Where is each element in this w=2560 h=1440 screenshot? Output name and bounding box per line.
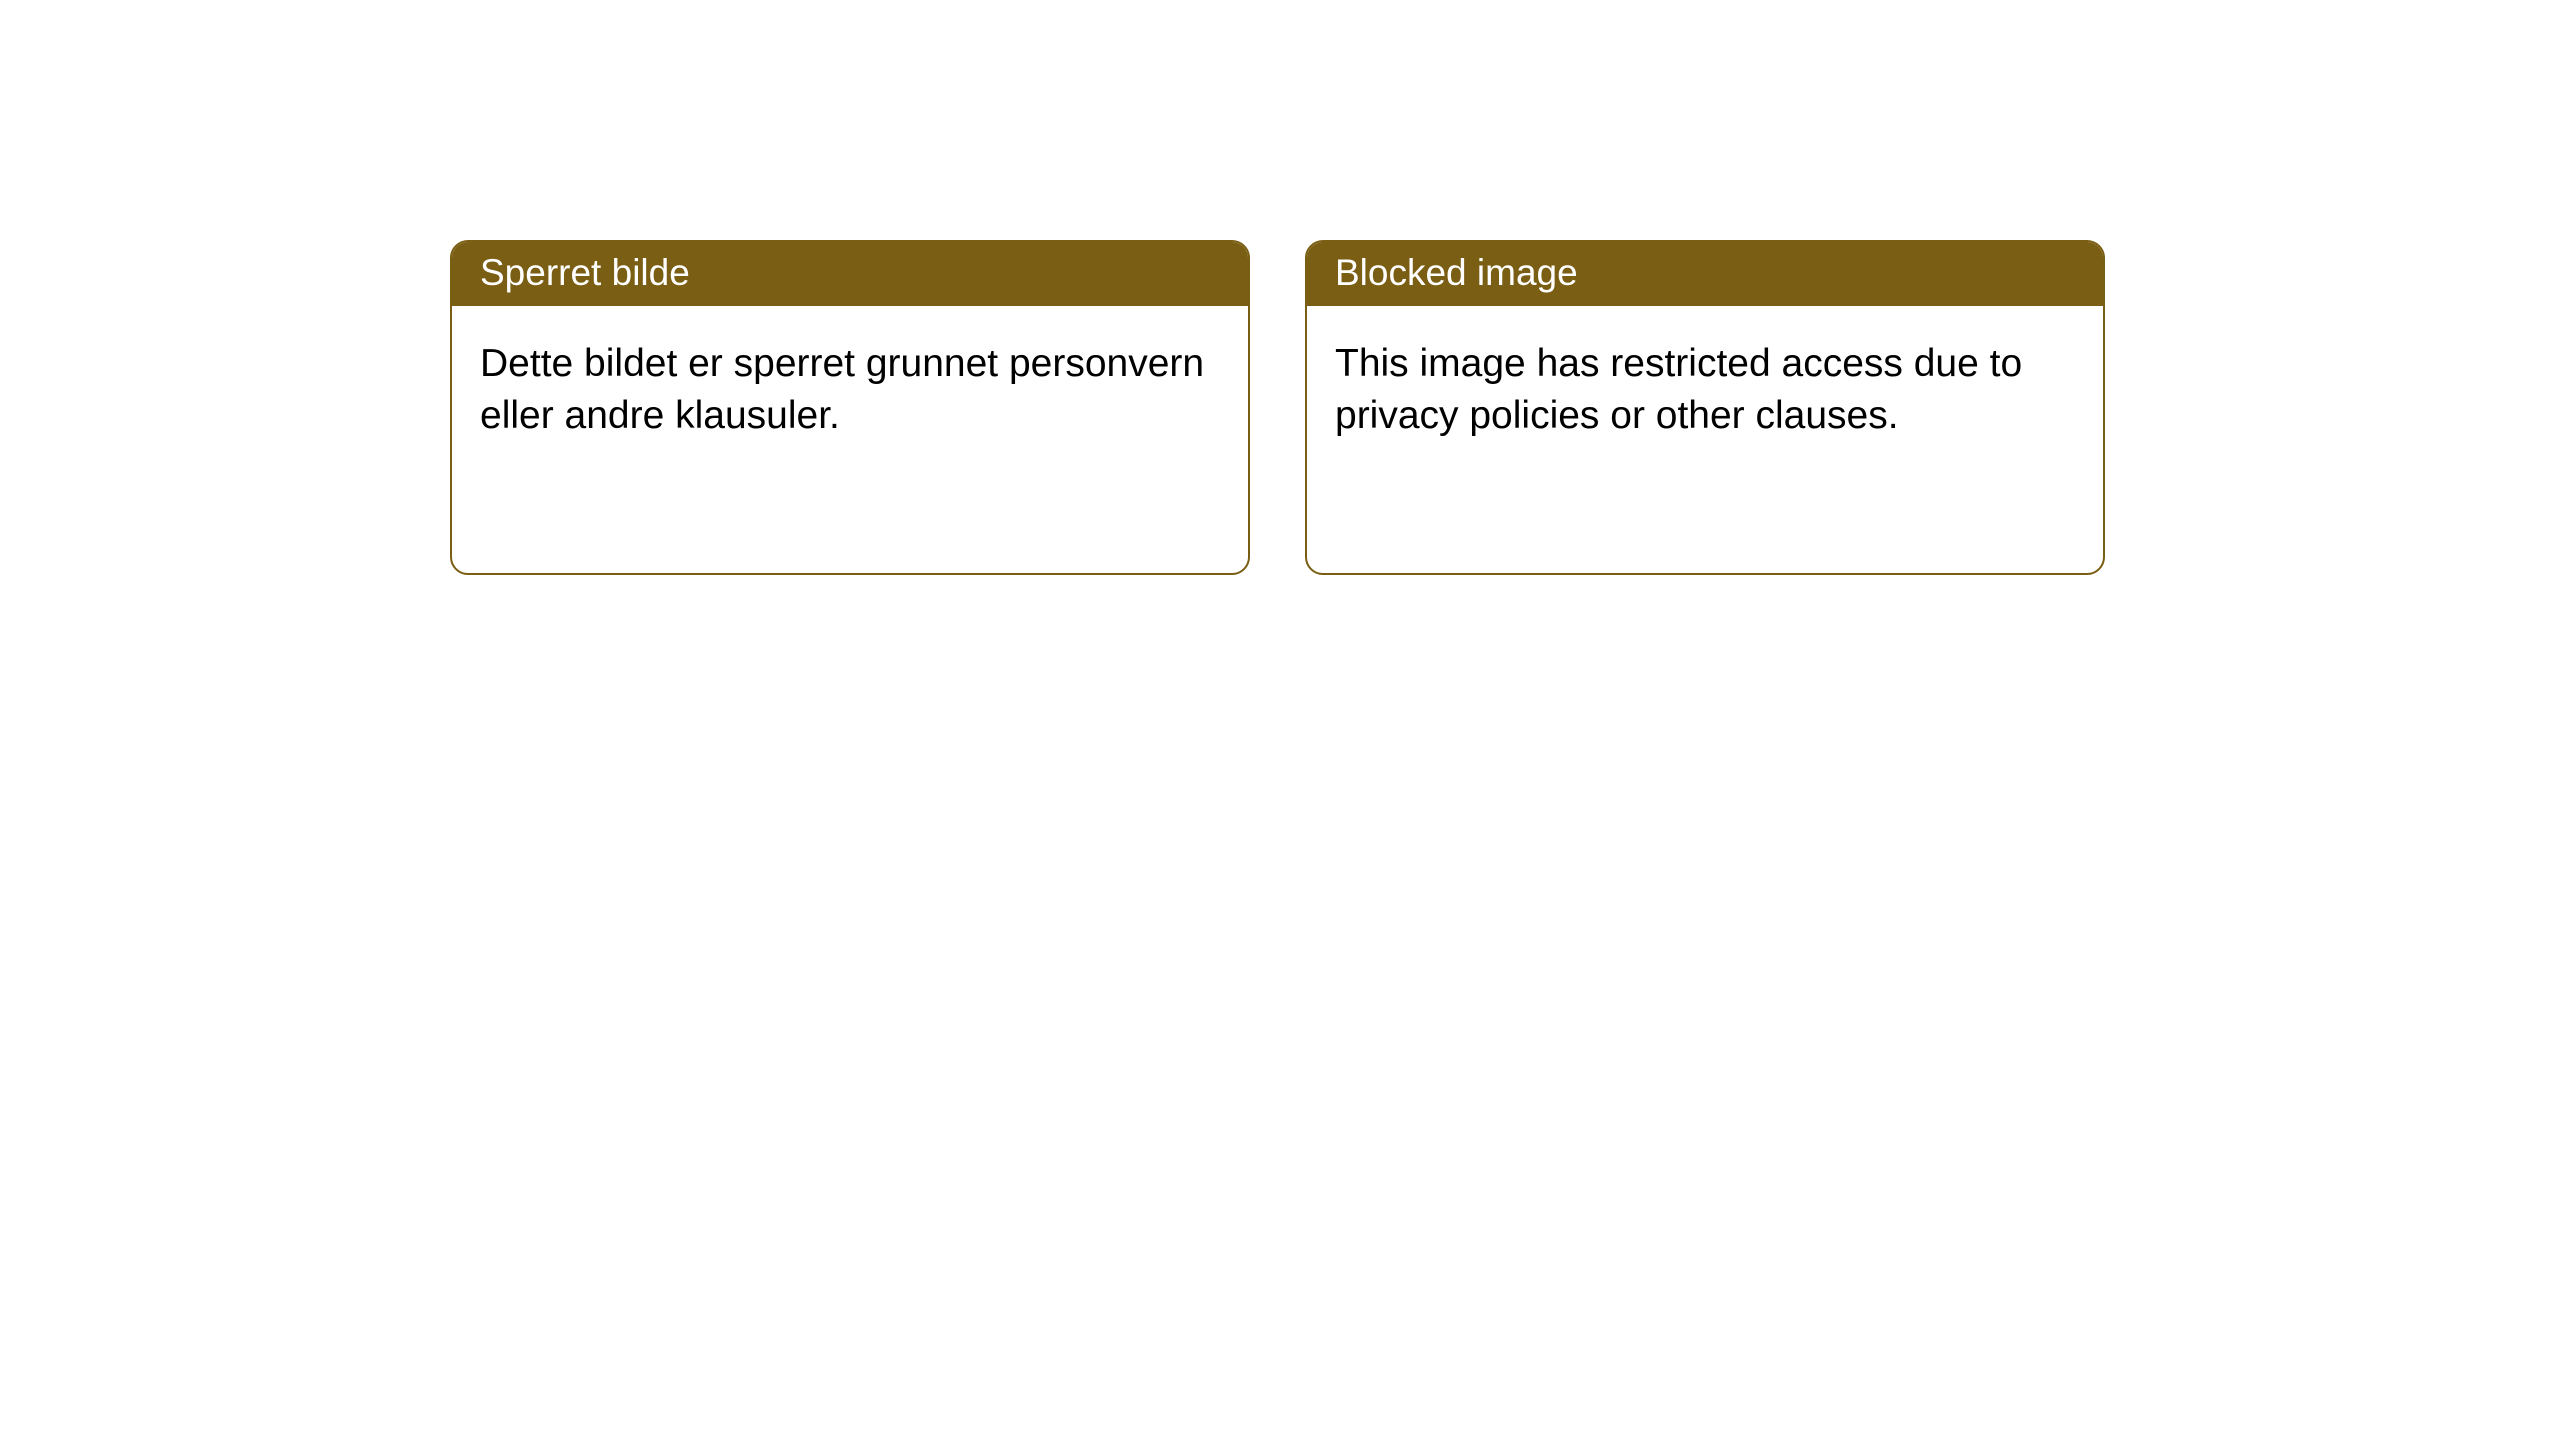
notice-body: Dette bildet er sperret grunnet personve…: [452, 306, 1248, 474]
notice-container: Sperret bilde Dette bildet er sperret gr…: [450, 240, 2105, 575]
notice-title: Blocked image: [1335, 252, 1578, 293]
notice-header: Sperret bilde: [452, 242, 1248, 306]
notice-header: Blocked image: [1307, 242, 2103, 306]
notice-title: Sperret bilde: [480, 252, 690, 293]
notice-body: This image has restricted access due to …: [1307, 306, 2103, 474]
notice-card-english: Blocked image This image has restricted …: [1305, 240, 2105, 575]
notice-card-norwegian: Sperret bilde Dette bildet er sperret gr…: [450, 240, 1250, 575]
notice-body-text: Dette bildet er sperret grunnet personve…: [480, 342, 1204, 437]
notice-body-text: This image has restricted access due to …: [1335, 342, 2022, 437]
